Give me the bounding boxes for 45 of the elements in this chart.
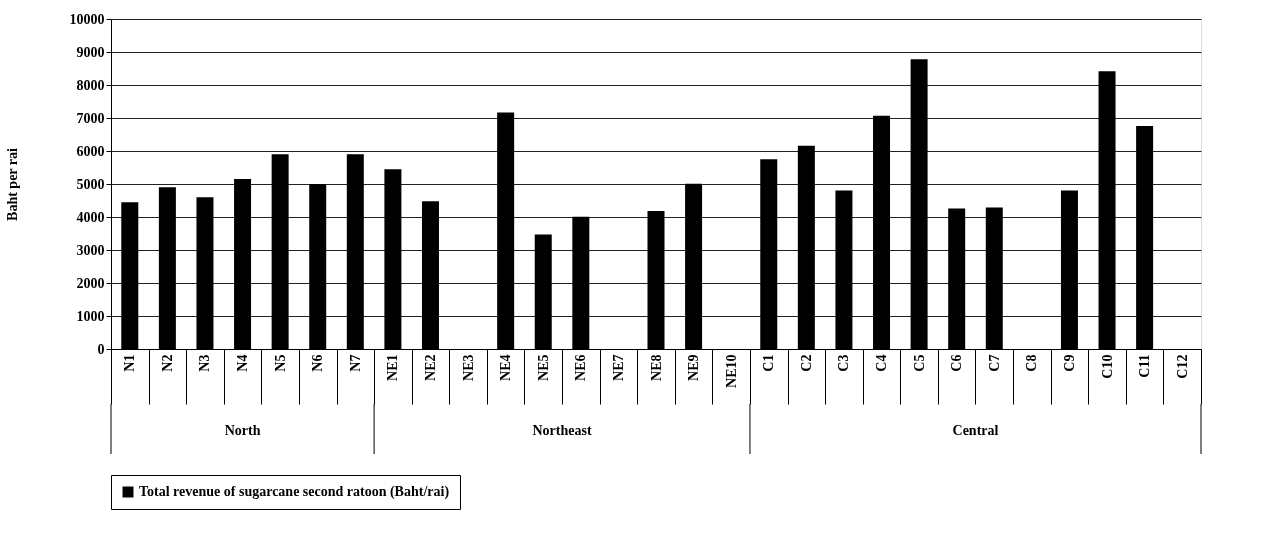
x-tick-label: C5 <box>911 354 927 372</box>
x-tick-label: NE7 <box>610 354 626 381</box>
y-tick-label: 7000 <box>76 110 105 126</box>
y-tick-label: 5000 <box>76 176 105 192</box>
y-tick-label: 6000 <box>76 143 105 159</box>
x-tick-label: C3 <box>836 354 852 372</box>
y-tick-label: 2000 <box>76 275 105 291</box>
x-tick-label: NE2 <box>422 354 438 381</box>
x-tick-label: C4 <box>874 354 890 372</box>
x-tick-label: C6 <box>949 354 965 372</box>
x-tick-label: N2 <box>159 354 175 372</box>
x-tick-label: NE10 <box>723 354 739 388</box>
x-tick-label: C8 <box>1024 354 1040 372</box>
x-tick-label: C1 <box>761 354 777 372</box>
y-tick-label: 4000 <box>76 209 105 225</box>
x-tick-label: NE1 <box>385 354 401 381</box>
x-tick-label: NE8 <box>648 354 664 381</box>
y-tick-label: 0 <box>97 341 105 357</box>
y-axis-title: Baht per rai <box>4 147 20 221</box>
x-tick-label: C2 <box>798 354 814 372</box>
x-tick-label: NE4 <box>498 354 514 381</box>
y-tick-label: 8000 <box>76 77 105 93</box>
x-tick-label: NE3 <box>460 354 476 381</box>
y-tick-label: 1000 <box>76 308 105 324</box>
x-tick-label: N1 <box>122 354 138 372</box>
x-tick-label: NE6 <box>573 354 589 381</box>
text: North <box>224 423 261 438</box>
y-tick-label: 3000 <box>76 242 105 258</box>
x-tick-label: C12 <box>1174 354 1190 379</box>
x-tick-label: N3 <box>197 354 213 372</box>
x-tick-label: N4 <box>235 354 251 372</box>
x-tick-label: N5 <box>272 354 288 372</box>
x-tick-label: NE5 <box>535 354 551 381</box>
text: Northeast <box>532 423 592 438</box>
x-tick-label: NE9 <box>686 354 702 381</box>
x-tick-label: N6 <box>310 354 326 372</box>
text: Central <box>952 423 999 438</box>
x-tick-label: C9 <box>1061 354 1077 372</box>
x-tick-label: C7 <box>986 354 1002 372</box>
x-tick-label: N7 <box>347 354 363 372</box>
x-tick-label: C10 <box>1099 354 1115 379</box>
x-tick-label: C11 <box>1137 354 1153 378</box>
legend-label: Total revenue of sugarcane second ratoon (Baht/rai) <box>139 484 450 500</box>
y-tick-label: 9000 <box>76 44 105 60</box>
y-tick-label: 10000 <box>69 11 105 27</box>
